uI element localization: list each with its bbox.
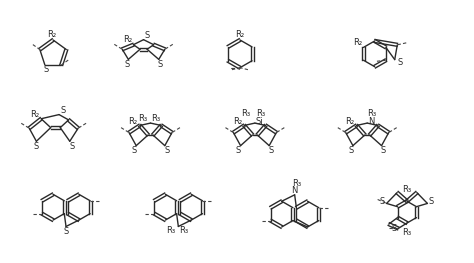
Text: R₂: R₂ bbox=[345, 117, 354, 126]
Text: S: S bbox=[392, 224, 397, 233]
Text: S: S bbox=[348, 146, 354, 155]
Text: R₂: R₂ bbox=[47, 29, 57, 39]
Text: S: S bbox=[269, 146, 274, 155]
Text: R₃: R₃ bbox=[151, 114, 160, 123]
Text: R₃: R₃ bbox=[241, 109, 251, 118]
Text: R₂: R₂ bbox=[123, 35, 132, 44]
Text: N: N bbox=[292, 186, 298, 195]
Text: R₃: R₃ bbox=[138, 114, 147, 123]
Text: R₃: R₃ bbox=[292, 179, 301, 189]
Text: S: S bbox=[381, 146, 386, 155]
Text: R₂: R₂ bbox=[128, 117, 137, 126]
Text: S: S bbox=[34, 142, 39, 151]
Text: S: S bbox=[236, 146, 241, 155]
Text: R₂: R₂ bbox=[353, 38, 362, 47]
Text: R₃: R₃ bbox=[402, 185, 411, 194]
Text: R₃: R₃ bbox=[256, 109, 265, 118]
Text: N: N bbox=[368, 117, 374, 126]
Text: S: S bbox=[145, 31, 150, 40]
Text: S: S bbox=[397, 58, 402, 67]
Text: S: S bbox=[132, 146, 137, 155]
Text: S: S bbox=[157, 60, 163, 69]
Text: S: S bbox=[69, 142, 74, 151]
Text: S: S bbox=[43, 65, 48, 74]
Text: R₂: R₂ bbox=[236, 29, 245, 39]
Text: R₃: R₃ bbox=[166, 226, 175, 235]
Text: Si: Si bbox=[255, 117, 263, 126]
Text: S: S bbox=[164, 146, 169, 155]
Text: R₂: R₂ bbox=[233, 117, 242, 126]
Text: R₂: R₂ bbox=[30, 110, 39, 119]
Text: S: S bbox=[60, 106, 66, 115]
Text: R₃: R₃ bbox=[367, 109, 376, 118]
Text: S: S bbox=[125, 60, 130, 69]
Text: S: S bbox=[64, 227, 69, 236]
Text: R₃: R₃ bbox=[179, 226, 188, 235]
Text: R₃: R₃ bbox=[402, 228, 411, 237]
Text: S: S bbox=[380, 197, 385, 206]
Text: S: S bbox=[429, 197, 434, 206]
